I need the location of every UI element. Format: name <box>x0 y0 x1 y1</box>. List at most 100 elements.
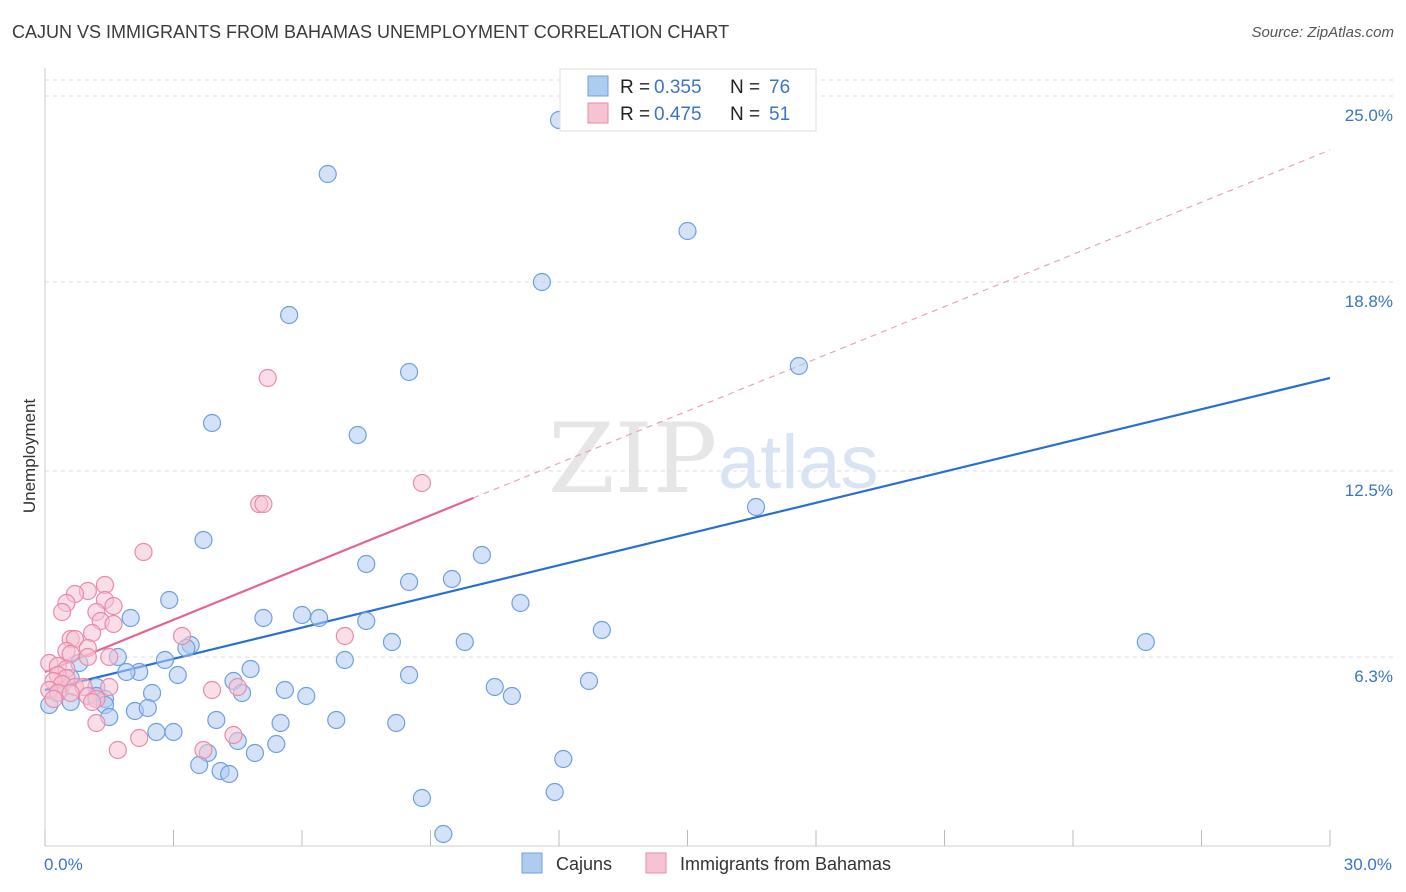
data-point-cajuns <box>220 764 239 784</box>
data-point-bahamas <box>87 713 106 733</box>
data-point-cajuns <box>789 356 808 376</box>
legend-n-label-2: N = <box>730 104 760 125</box>
data-point-cajuns <box>502 686 521 706</box>
data-point-bahamas <box>53 602 72 622</box>
data-point-cajuns <box>190 755 209 775</box>
data-point-cajuns <box>267 734 286 754</box>
data-point-cajuns <box>292 605 312 625</box>
data-point-cajuns <box>297 686 316 706</box>
data-point-cajuns <box>155 650 175 670</box>
bottom-legend: Cajuns Immigrants from Bahamas <box>521 852 891 874</box>
data-point-cajuns <box>275 680 294 700</box>
data-point-cajuns <box>194 530 213 550</box>
data-point-bahamas <box>61 683 80 703</box>
data-point-cajuns <box>678 221 697 241</box>
data-point-cajuns <box>318 164 337 184</box>
data-point-cajuns <box>399 362 419 382</box>
data-point-bahamas <box>104 596 123 616</box>
legend-r-label-1: R = <box>620 77 650 98</box>
data-point-bahamas <box>100 677 119 697</box>
y-tick-label: 18.8% <box>1345 292 1393 311</box>
bottom-legend-swatch-bahamas <box>645 852 667 874</box>
data-point-cajuns <box>207 710 226 730</box>
gridlines <box>45 79 1395 658</box>
data-point-cajuns <box>554 749 573 769</box>
data-point-bahamas <box>224 725 243 745</box>
data-point-cajuns <box>121 608 140 628</box>
legend-n-value-2: 51 <box>769 104 790 125</box>
data-point-bahamas <box>83 623 102 643</box>
trend-lines <box>44 149 1331 692</box>
data-point-cajuns <box>142 683 162 703</box>
data-point-cajuns <box>241 659 260 679</box>
data-point-cajuns <box>117 662 136 682</box>
y-tick-label: 6.3% <box>1354 667 1393 686</box>
data-point-bahamas <box>258 368 277 388</box>
legend-r-label-2: R = <box>620 104 650 125</box>
data-point-bahamas <box>83 692 102 712</box>
watermark-atlas: atlas <box>718 420 879 505</box>
x-tick-label-min: 0.0% <box>44 855 83 874</box>
data-point-cajuns <box>472 545 491 565</box>
data-point-cajuns <box>138 698 157 718</box>
legend-n-value-1: 76 <box>769 77 790 98</box>
trend-line-bahamas <box>44 496 474 674</box>
legend-r-value-1: 0.355 <box>654 77 702 98</box>
data-point-bahamas <box>412 473 432 493</box>
data-point-cajuns <box>327 710 346 730</box>
y-axis-label: Unemployment <box>20 399 39 514</box>
watermark: ZIP atlas <box>548 403 879 515</box>
y-tick-labels: 6.3% 12.5% 18.8% 25.0% <box>1345 106 1393 686</box>
data-point-cajuns <box>399 572 419 592</box>
data-point-cajuns <box>357 611 376 631</box>
x-axis-ticks <box>44 830 1331 846</box>
data-point-bahamas <box>44 689 63 709</box>
data-point-bahamas <box>78 647 97 667</box>
data-point-bahamas <box>61 644 80 664</box>
data-point-bahamas <box>172 626 192 646</box>
data-point-bahamas <box>130 728 149 748</box>
trend-line-cajuns <box>44 376 1331 692</box>
data-point-bahamas <box>104 614 123 634</box>
data-point-cajuns <box>310 608 329 628</box>
data-point-cajuns <box>280 305 299 325</box>
data-point-bahamas <box>254 494 273 514</box>
bottom-legend-label-cajuns: Cajuns <box>556 854 612 874</box>
data-point-bahamas <box>100 647 119 667</box>
data-point-cajuns <box>746 497 766 517</box>
data-point-bahamas <box>108 740 127 760</box>
legend-n-label-1: N = <box>730 77 760 98</box>
data-point-cajuns <box>455 632 474 652</box>
data-point-cajuns <box>532 272 551 292</box>
trend-line-bahamas-extension <box>473 149 1331 499</box>
data-point-cajuns <box>254 608 273 628</box>
data-point-cajuns <box>335 650 354 670</box>
x-tick-label-max: 30.0% <box>1344 855 1392 874</box>
data-point-bahamas <box>228 677 247 697</box>
data-point-cajuns <box>511 593 530 613</box>
data-point-cajuns <box>592 620 611 640</box>
y-tick-label: 25.0% <box>1345 106 1393 125</box>
source-credit: Source: ZipAtlas.com <box>1251 24 1394 41</box>
data-point-cajuns <box>382 632 402 652</box>
data-point-cajuns <box>387 713 406 733</box>
legend-swatch-cajuns <box>587 75 609 97</box>
data-point-cajuns <box>202 413 222 433</box>
legend-box: R = 0.355 N = 76 R = 0.475 N = 51 <box>559 68 817 132</box>
data-point-cajuns <box>442 569 462 589</box>
data-point-cajuns <box>168 665 187 685</box>
data-point-cajuns <box>357 554 376 574</box>
data-point-cajuns <box>579 671 599 691</box>
data-point-cajuns <box>434 824 453 844</box>
data-point-cajuns <box>147 722 166 742</box>
data-point-cajuns <box>545 782 564 802</box>
data-point-bahamas <box>194 740 213 760</box>
chart-title: CAJUN VS IMMIGRANTS FROM BAHAMAS UNEMPLO… <box>12 22 730 42</box>
data-point-cajuns <box>271 713 290 733</box>
data-point-bahamas <box>335 626 354 646</box>
y-tick-label: 12.5% <box>1345 481 1393 500</box>
watermark-zip: ZIP <box>548 403 717 515</box>
legend-swatch-bahamas <box>587 102 609 124</box>
data-point-bahamas <box>134 542 153 562</box>
